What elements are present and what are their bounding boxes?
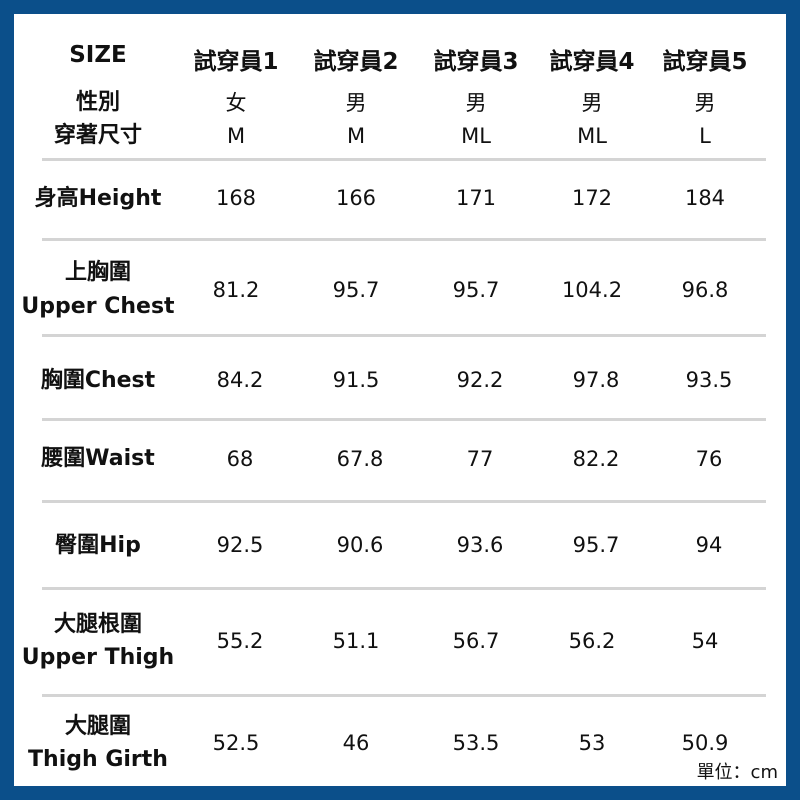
chest-4: 97.8 [572, 368, 620, 392]
tester-header-4: 試穿員4 [549, 49, 635, 75]
waist-2: 67.8 [336, 447, 384, 471]
gender-3: 男 [465, 91, 487, 115]
row-divider [42, 418, 766, 421]
size-header: SIZE [69, 42, 127, 68]
gender-label: 性別 [75, 90, 121, 115]
size-worn-2: M [346, 124, 366, 148]
upper-thigh-1: 55.2 [216, 629, 264, 653]
height-2: 166 [335, 186, 377, 210]
height-5: 184 [684, 186, 726, 210]
tester-header-5: 試穿員5 [662, 49, 748, 75]
upper-chest-4: 104.2 [561, 278, 623, 302]
size-worn-label: 穿著尺寸 [53, 123, 143, 148]
size-chart: SIZE 試穿員1 試穿員2 試穿員3 試穿員4 試穿員5 性別 穿著尺寸 女 … [14, 14, 786, 786]
upper-chest-5: 96.8 [681, 278, 729, 302]
waist-5: 76 [695, 447, 723, 471]
size-worn-3: ML [461, 124, 491, 148]
thigh-girth-4: 53 [578, 731, 606, 755]
upper-thigh-3: 56.7 [452, 629, 500, 653]
height-4: 172 [571, 186, 613, 210]
row-label-upper-chest-zh: 上胸圍 [64, 260, 132, 285]
tester-header-1: 試穿員1 [193, 49, 279, 75]
size-worn-1: M [226, 124, 246, 148]
row-label-upper-thigh-zh: 大腿根圍 [53, 612, 143, 637]
hip-1: 92.5 [216, 533, 264, 557]
gender-2: 男 [345, 91, 367, 115]
row-label-chest: 胸圍Chest [40, 368, 156, 393]
upper-thigh-2: 51.1 [332, 629, 380, 653]
size-worn-4: ML [577, 124, 607, 148]
tester-header-3: 試穿員3 [433, 49, 519, 75]
row-label-hip: 臀圍Hip [55, 533, 141, 558]
waist-4: 82.2 [572, 447, 620, 471]
hip-4: 95.7 [572, 533, 620, 557]
row-divider [42, 238, 766, 241]
gender-5: 男 [694, 91, 716, 115]
waist-1: 68 [226, 447, 254, 471]
chest-5: 93.5 [685, 368, 733, 392]
row-label-thigh-girth-en: Thigh Girth [28, 747, 168, 772]
row-divider [42, 694, 766, 697]
row-divider [42, 587, 766, 590]
row-divider [42, 158, 766, 161]
thigh-girth-2: 46 [342, 731, 370, 755]
unit-note: 單位：cm [696, 762, 778, 783]
upper-thigh-4: 56.2 [568, 629, 616, 653]
height-3: 171 [455, 186, 497, 210]
chest-2: 91.5 [332, 368, 380, 392]
upper-thigh-5: 54 [691, 629, 719, 653]
waist-3: 77 [466, 447, 494, 471]
row-label-height: 身高Height [34, 186, 162, 211]
row-divider [42, 334, 766, 337]
size-worn-5: L [699, 124, 711, 148]
tester-header-2: 試穿員2 [313, 49, 399, 75]
gender-1: 女 [225, 91, 247, 115]
row-label-upper-chest-en: Upper Chest [21, 294, 175, 319]
hip-3: 93.6 [456, 533, 504, 557]
hip-2: 90.6 [336, 533, 384, 557]
row-label-thigh-girth-zh: 大腿圍 [64, 714, 132, 739]
thigh-girth-1: 52.5 [212, 731, 260, 755]
thigh-girth-3: 53.5 [452, 731, 500, 755]
row-label-upper-thigh-en: Upper Thigh [21, 645, 175, 670]
row-divider [42, 500, 766, 503]
upper-chest-3: 95.7 [452, 278, 500, 302]
chest-3: 92.2 [456, 368, 504, 392]
row-label-waist: 腰圍Waist [41, 446, 155, 471]
height-1: 168 [215, 186, 257, 210]
hip-5: 94 [695, 533, 723, 557]
gender-4: 男 [581, 91, 603, 115]
chest-1: 84.2 [216, 368, 264, 392]
upper-chest-2: 95.7 [332, 278, 380, 302]
upper-chest-1: 81.2 [212, 278, 260, 302]
thigh-girth-5: 50.9 [681, 731, 729, 755]
